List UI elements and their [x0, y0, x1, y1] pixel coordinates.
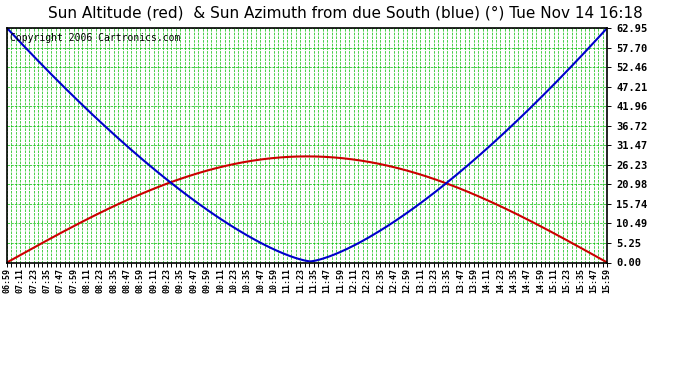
- Text: Sun Altitude (red)  & Sun Azimuth from due South (blue) (°) Tue Nov 14 16:18: Sun Altitude (red) & Sun Azimuth from du…: [48, 6, 642, 21]
- Text: Copyright 2006 Cartronics.com: Copyright 2006 Cartronics.com: [10, 33, 180, 43]
